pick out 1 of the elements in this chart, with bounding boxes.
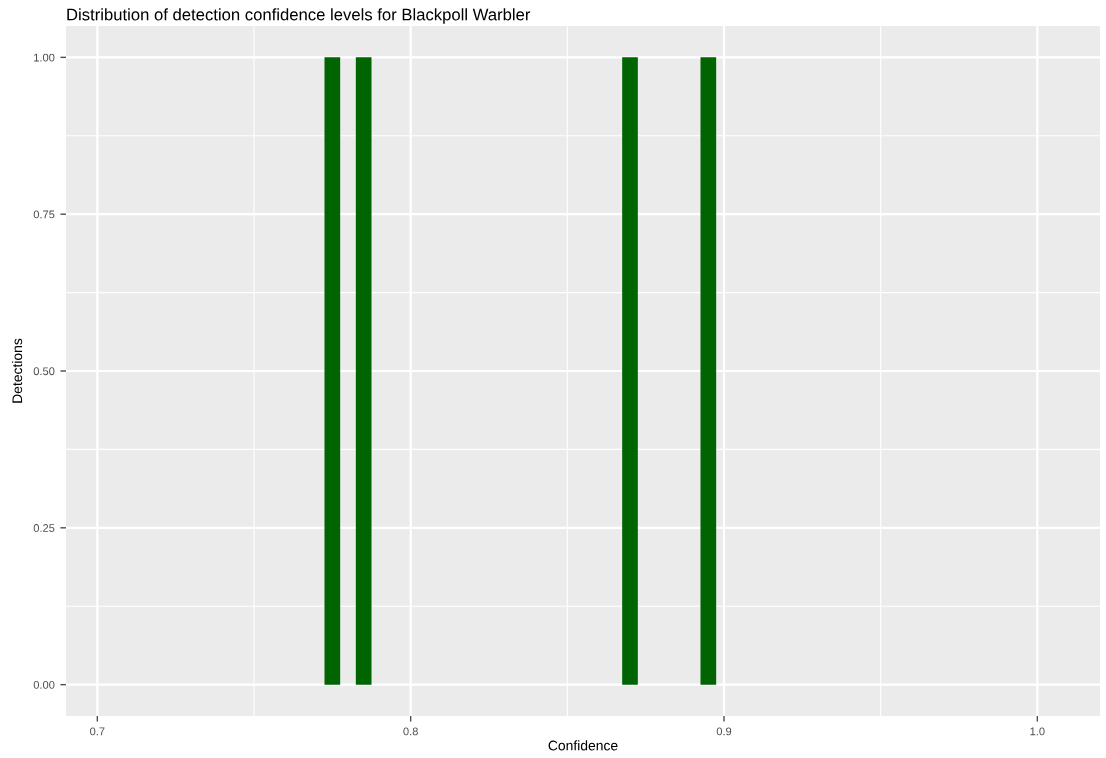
chart-title: Distribution of detection confidence levels for Blackpoll Warbler <box>67 8 531 24</box>
